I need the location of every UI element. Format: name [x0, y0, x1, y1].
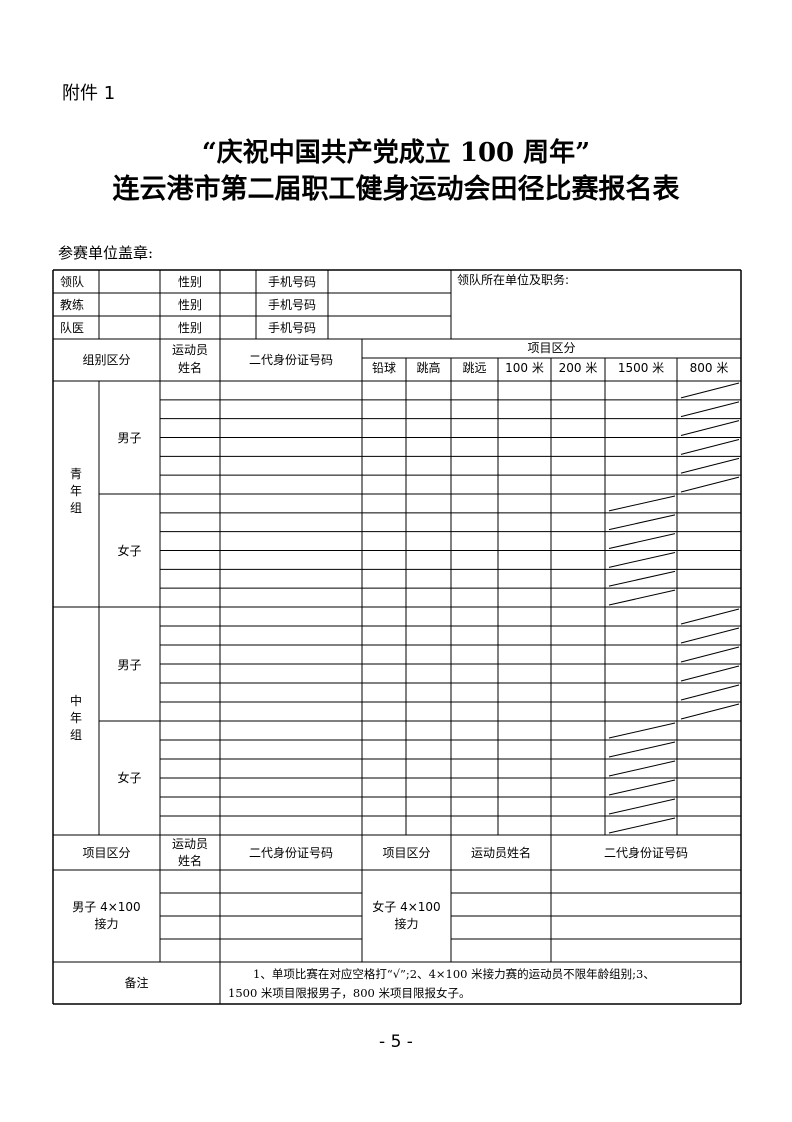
- youth-male-label: 男子: [117, 431, 142, 445]
- title-line-1: “庆祝中国共产党成立 100 周年”: [201, 138, 591, 168]
- relay-id-header-2: 二代身份证号码: [603, 846, 688, 860]
- relay-name-header-full: 运动员姓名: [470, 846, 531, 860]
- diagonal-na-800m: [680, 382, 740, 399]
- role-doctor: 队医: [60, 321, 85, 335]
- diagonal-na-1500m: [608, 495, 676, 512]
- diagonal-na-800m: [680, 684, 740, 701]
- role-coach: 教练: [60, 298, 85, 312]
- page-number: - 5 -: [379, 1032, 413, 1052]
- phone-label: 手机号码: [267, 298, 316, 312]
- event-header: 1500 米: [617, 361, 665, 375]
- middle-female-label: 女子: [117, 771, 142, 785]
- age-group-middle: 中 年 组: [53, 693, 99, 744]
- diagonal-na-800m: [680, 401, 740, 418]
- age-char: 青: [69, 467, 82, 481]
- relay-event-header: 项目区分: [82, 846, 131, 860]
- event-header: 铅球: [371, 361, 396, 375]
- diagonal-na-1500m: [608, 589, 676, 606]
- role-leader: 领队: [60, 275, 85, 289]
- leader-unit-label: 领队所在单位及职务:: [457, 273, 570, 287]
- notes-label: 备注: [124, 976, 149, 990]
- diagonal-na-800m: [680, 646, 740, 663]
- notes-line-1: 1、单项比赛在对应空格打“√”;2、4×100 米接力赛的运动员不限年龄组别;3…: [253, 967, 655, 981]
- male-relay-label: 男子 4×100: [72, 900, 141, 914]
- id-number-header: 二代身份证号码: [248, 353, 333, 367]
- gender-label: 性别: [177, 321, 202, 335]
- events-title: 项目区分: [527, 341, 576, 355]
- event-header: 200 米: [558, 361, 598, 375]
- athlete-name-header-2: 姓名: [177, 361, 202, 375]
- title-line-2: 连云港市第二届职工健身运动会田径比赛报名表: [112, 174, 680, 205]
- diagonal-na-800m: [680, 476, 740, 493]
- diagonal-na-1500m: [608, 533, 676, 549]
- gender-label: 性别: [177, 275, 202, 289]
- diagonal-na-1500m: [608, 514, 676, 531]
- phone-label: 手机号码: [267, 275, 316, 289]
- diagonal-na-1500m: [608, 722, 676, 739]
- diagonal-na-800m: [680, 608, 740, 625]
- relay-id-header: 二代身份证号码: [248, 846, 333, 860]
- event-header: 100 米: [505, 361, 544, 375]
- middle-male-label: 男子: [117, 658, 142, 672]
- group-header: 组别区分: [82, 353, 131, 367]
- diagonal-na-800m: [680, 665, 740, 682]
- diagonal-na-1500m: [608, 779, 676, 796]
- female-relay-label: 女子 4×100: [372, 900, 441, 914]
- age-char: 中: [69, 694, 82, 708]
- attachment-label: 附件 1: [62, 83, 116, 104]
- event-header: 跳远: [462, 361, 487, 375]
- age-char: 组: [69, 501, 82, 515]
- relay-name-header-2: 姓名: [177, 854, 202, 868]
- diagonal-na-1500m: [608, 817, 676, 834]
- youth-female-label: 女子: [117, 544, 142, 558]
- diagonal-na-800m: [680, 420, 740, 436]
- age-group-youth: 青 年 组: [53, 466, 99, 517]
- notes-line-2: 1500 米项目限报男子，800 米项目限报女子。: [228, 986, 471, 1000]
- diagonal-na-800m: [680, 627, 740, 644]
- gender-label: 性别: [177, 298, 202, 312]
- male-relay-label-2: 接力: [94, 917, 119, 931]
- diagonal-na-1500m: [608, 552, 676, 568]
- diagonal-na-1500m: [608, 741, 676, 758]
- diagonal-na-800m: [680, 703, 740, 720]
- diagonal-na-800m: [680, 457, 740, 474]
- age-char: 组: [69, 728, 82, 742]
- diagonal-na-1500m: [608, 798, 676, 815]
- diagonal-na-1500m: [608, 760, 676, 777]
- relay-name-header: 运动员: [171, 837, 208, 851]
- female-relay-label-2: 接力: [394, 917, 419, 931]
- seal-label: 参赛单位盖章:: [58, 244, 154, 262]
- diagonal-na-800m: [680, 439, 740, 455]
- athlete-name-header: 运动员: [171, 343, 208, 357]
- phone-label: 手机号码: [267, 321, 316, 335]
- event-header: 跳高: [416, 361, 441, 375]
- age-char: 年: [69, 711, 82, 725]
- diagonal-na-1500m: [608, 570, 676, 587]
- age-char: 年: [69, 484, 82, 498]
- relay-event-header-2: 项目区分: [382, 846, 431, 860]
- event-header: 800 米: [689, 361, 729, 375]
